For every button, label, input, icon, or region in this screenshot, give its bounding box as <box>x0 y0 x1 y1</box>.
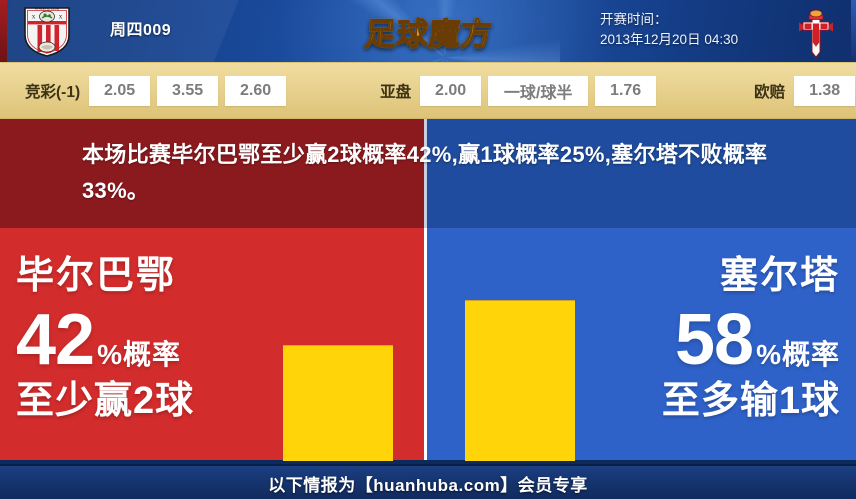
odds-cell-handicap-line[interactable]: 一球/球半 <box>488 75 589 106</box>
brand-logo-text: 足球魔方 <box>363 9 495 54</box>
away-team-verdict: 至多输1球 <box>661 380 840 422</box>
away-team-name: 塞尔塔 <box>719 255 840 297</box>
header-left-edge-accent <box>0 0 7 62</box>
summary-band-blue-half <box>427 119 856 228</box>
away-probability-row: 58 %概率 <box>540 304 840 376</box>
odds-group-label: 亚盘 <box>380 83 412 101</box>
svg-text:ATHLETIC CLUB: ATHLETIC CLUB <box>35 7 60 11</box>
svg-text:X: X <box>32 16 36 21</box>
odds-cell-home[interactable]: 2.05 <box>89 75 151 106</box>
odds-cell-away[interactable]: 1.76 <box>595 75 657 106</box>
away-team-crest-icon <box>799 9 833 57</box>
home-probability-suffix: %概率 <box>97 339 181 370</box>
away-probability-suffix: %概率 <box>756 339 840 370</box>
home-team-name: 毕尔巴鄂 <box>16 255 177 297</box>
summary-band-divider <box>424 119 427 228</box>
odds-cell-home[interactable]: 1.38 <box>794 75 856 106</box>
home-team-verdict: 至少赢2球 <box>16 380 195 422</box>
odds-group-asian-handicap: 亚盘 2.00 一球/球半 1.76 <box>371 63 663 118</box>
home-team-stats: 毕尔巴鄂 42 %概率 至少赢2球 <box>16 252 276 424</box>
home-probability-value: 42 <box>16 300 95 380</box>
header-right-edge-accent <box>851 0 856 62</box>
footer-bar: 以下情报为【huanhuba.com】会员专享 <box>0 464 856 499</box>
match-id-label: 周四009 <box>110 22 172 39</box>
home-team-crest-icon: ATHLETIC CLUB X X <box>24 7 70 57</box>
header-bar: ATHLETIC CLUB X X 周四009 足球魔方 开赛时间： 2013年… <box>0 0 856 62</box>
footer-membership-notice: 以下情报为【huanhuba.com】会员专享 <box>268 476 588 495</box>
odds-cell-away[interactable]: 2.60 <box>225 75 287 106</box>
away-probability-value: 58 <box>675 300 754 380</box>
svg-text:X: X <box>59 16 63 21</box>
probability-bar-away <box>465 300 575 461</box>
odds-cell-home[interactable]: 2.00 <box>420 75 482 106</box>
summary-analysis-text: 本场比赛毕尔巴鄂至少赢2球概率42%,赢1球概率25%,塞尔塔不败概率33%。 <box>82 142 768 203</box>
odds-group-label: 竞彩(-1) <box>25 83 81 101</box>
odds-group-label: 欧赔 <box>754 83 786 101</box>
away-team-stats: 塞尔塔 58 %概率 至多输1球 <box>540 252 840 424</box>
kickoff-label: 开赛时间： <box>600 12 668 27</box>
kickoff-info: 开赛时间： 2013年12月20日 04:30 <box>600 10 738 50</box>
odds-group-european: 欧赔 1.38 4.33 7.31 <box>745 63 856 118</box>
odds-bar: 竞彩(-1) 2.05 3.55 2.60 亚盘 2.00 一球/球半 1.76… <box>0 62 856 119</box>
home-probability-row: 42 %概率 <box>16 304 276 376</box>
odds-group-jingcai: 竞彩(-1) 2.05 3.55 2.60 <box>16 63 293 118</box>
panel-center-divider <box>424 228 427 460</box>
probability-bar-home <box>283 345 393 461</box>
odds-cell-draw[interactable]: 3.55 <box>157 75 219 106</box>
brand-logo[interactable]: 足球魔方 <box>356 8 502 54</box>
summary-band: 本场比赛毕尔巴鄂至少赢2球概率42%,赢1球概率25%,塞尔塔不败概率33%。 <box>0 119 856 228</box>
kickoff-value: 2013年12月20日 04:30 <box>600 32 739 47</box>
